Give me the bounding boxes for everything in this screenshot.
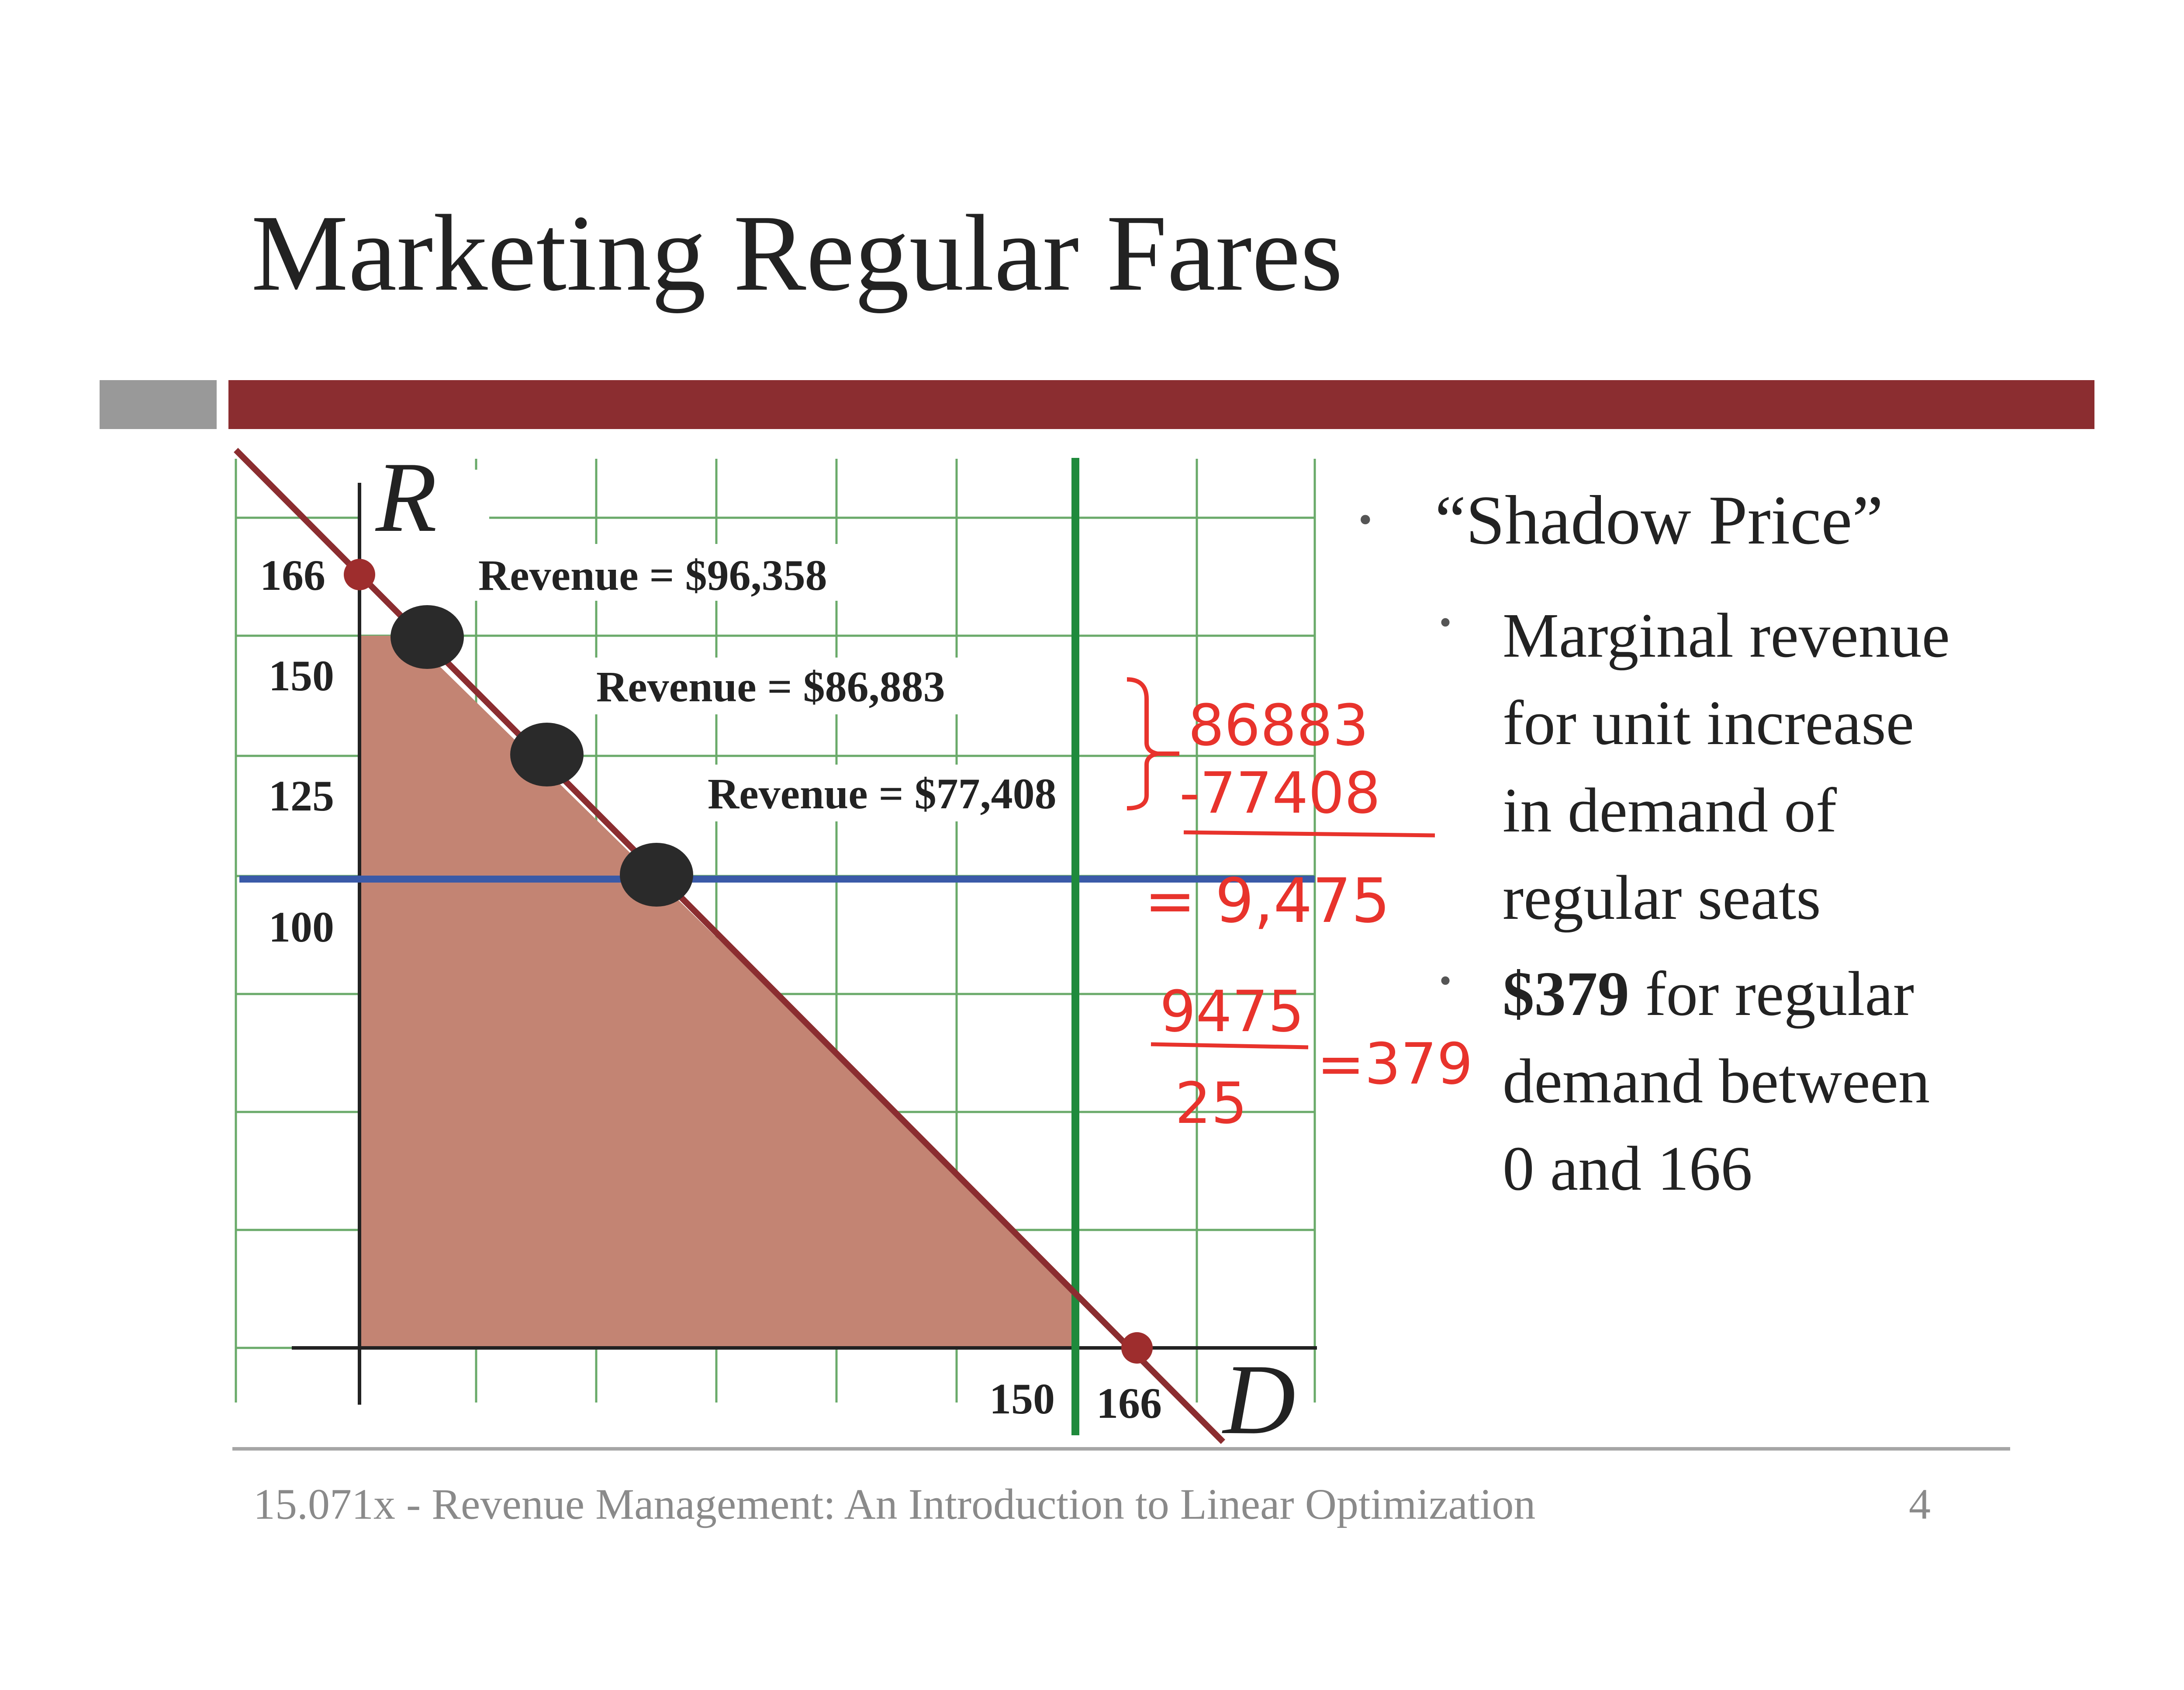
shadow-price-value: $379 [1503,959,1629,1029]
bullet-dot: • [1358,498,1372,541]
footer-divider [232,1447,2010,1451]
annotation-line2: -77408 [1179,760,1380,826]
revenue-label-2: Revenue = $86,883 [596,662,945,711]
annotation-denominator: 25 [1175,1070,1247,1136]
sub-bullet-text: for regular [1629,959,1914,1029]
annotation-numerator: 9475 [1160,978,1304,1045]
sub-bullet-line: $379 for regular [1503,950,1914,1038]
revenue-label-3: Revenue = $77,408 [708,769,1057,818]
x-tick-label: 166 [1096,1379,1162,1427]
revenue-label-bg-2 [594,658,1005,714]
y-tick-label: 100 [269,903,334,951]
feasible-region [359,636,1075,1348]
solution-point-2 [510,723,584,786]
annotation-result: =379 [1317,1031,1473,1097]
solution-point-1 [390,605,464,669]
bullet-text: “Shadow Price” [1435,481,1883,559]
solution-point-3 [620,843,693,907]
revenue-label-bg-1 [472,544,904,601]
sub-bullet-line: in demand of [1503,776,1837,845]
footer-text: 15.071x - Revenue Management: An Introdu… [253,1480,1536,1528]
annotation-line3: = 9,475 [1144,866,1390,937]
bullet-dot: • [1439,962,1452,1000]
axis-y-label: R [375,441,437,553]
slide-title: Marketing Regular Fares [251,193,1343,314]
brace-mark [1127,677,1158,810]
annotation-line1: 86883 [1188,692,1369,758]
handwritten-annotations: 86883 -77408 = 9,475 9475 25 =379 [1127,677,1473,1136]
sub-bullet-line: Marginal revenue [1503,601,1950,671]
sub-bullet-line: regular seats [1503,863,1821,933]
y-tick-label: 166 [260,551,325,599]
fraction-rule [1151,1042,1309,1049]
x-tick-label: 150 [989,1375,1055,1423]
bullet-dot: • [1439,603,1452,642]
title-accent-bar-red [228,380,2094,429]
subtraction-rule [1183,830,1435,838]
title-accent-bar-gray [100,380,217,429]
y-intercept-point [344,559,375,590]
axis-x-label: D [1222,1344,1296,1455]
sub-bullet-line: for unit increase [1503,688,1914,758]
y-tick-label: 150 [269,651,334,700]
y-label-bg [358,470,489,548]
y-tick-label: 125 [269,772,334,820]
x-intercept-point [1121,1332,1153,1364]
revenue-label-1: Revenue = $96,358 [478,551,827,599]
sub-bullet-line: 0 and 166 [1503,1134,1752,1204]
page-number: 4 [1909,1480,1931,1528]
revenue-label-bg-3 [703,765,1114,821]
sub-bullet-line: demand between [1503,1046,1930,1116]
